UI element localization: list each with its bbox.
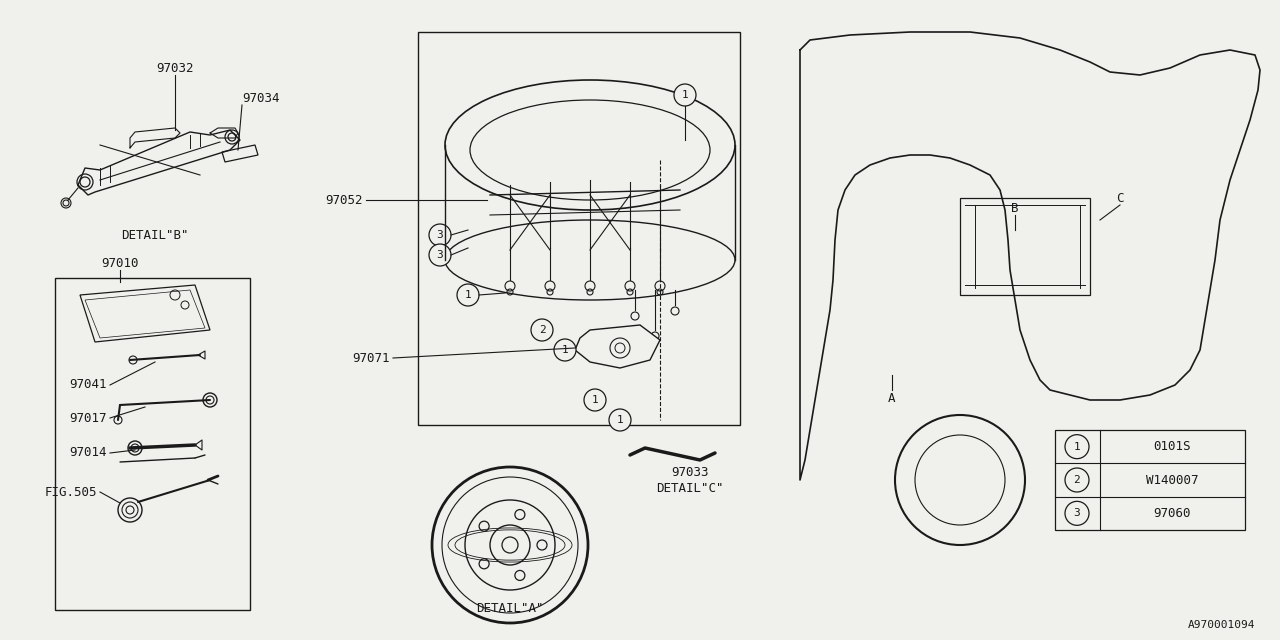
Circle shape [429,224,451,246]
Text: DETAIL"C": DETAIL"C" [657,481,723,495]
Text: C: C [1116,191,1124,205]
Circle shape [77,174,93,190]
Circle shape [81,177,90,187]
Circle shape [457,284,479,306]
Circle shape [118,498,142,522]
Circle shape [225,130,239,144]
Text: 2: 2 [1074,475,1080,485]
Circle shape [429,244,451,266]
Ellipse shape [445,80,735,210]
Text: 97032: 97032 [156,61,193,74]
Text: B: B [1011,202,1019,214]
Circle shape [61,198,70,208]
Circle shape [554,339,576,361]
Text: 97071: 97071 [352,351,390,365]
Text: 97034: 97034 [242,92,279,104]
Text: 2: 2 [539,325,545,335]
Text: 0101S: 0101S [1153,440,1192,453]
Text: 1: 1 [562,345,568,355]
Text: A: A [888,392,896,404]
Text: DETAIL"A": DETAIL"A" [476,602,544,614]
Circle shape [1065,468,1089,492]
Circle shape [128,441,142,455]
Text: 1: 1 [1074,442,1080,452]
Circle shape [63,200,69,206]
Text: 97033: 97033 [671,465,709,479]
Circle shape [122,502,138,518]
Text: 1: 1 [682,90,689,100]
Text: 3: 3 [436,230,443,240]
Text: 97041: 97041 [69,378,108,392]
Circle shape [1065,435,1089,459]
Text: FIG.505: FIG.505 [45,486,97,499]
Circle shape [204,393,218,407]
Polygon shape [81,285,210,342]
Circle shape [584,389,605,411]
Ellipse shape [470,100,710,200]
Circle shape [131,444,140,452]
Circle shape [531,319,553,341]
Text: 1: 1 [591,395,598,405]
Text: 3: 3 [1074,508,1080,518]
Text: 97017: 97017 [69,412,108,424]
Polygon shape [575,325,660,368]
Circle shape [675,84,696,106]
Text: 1: 1 [617,415,623,425]
Text: A970001094: A970001094 [1188,620,1254,630]
Ellipse shape [445,220,735,300]
Circle shape [228,133,236,141]
Text: 97014: 97014 [69,447,108,460]
Text: 97060: 97060 [1153,507,1192,520]
Text: 1: 1 [465,290,471,300]
Circle shape [206,396,214,404]
Text: 3: 3 [436,250,443,260]
Bar [55,278,250,610]
Polygon shape [221,145,259,162]
Circle shape [1065,501,1089,525]
Circle shape [609,409,631,431]
Bar [960,198,1091,295]
Text: 97010: 97010 [101,257,138,269]
Bar [1055,430,1245,530]
Text: 97052: 97052 [325,193,364,207]
Circle shape [125,506,134,514]
Text: DETAIL"B": DETAIL"B" [122,228,188,241]
Text: W140007: W140007 [1147,474,1199,486]
Bar [419,32,740,425]
